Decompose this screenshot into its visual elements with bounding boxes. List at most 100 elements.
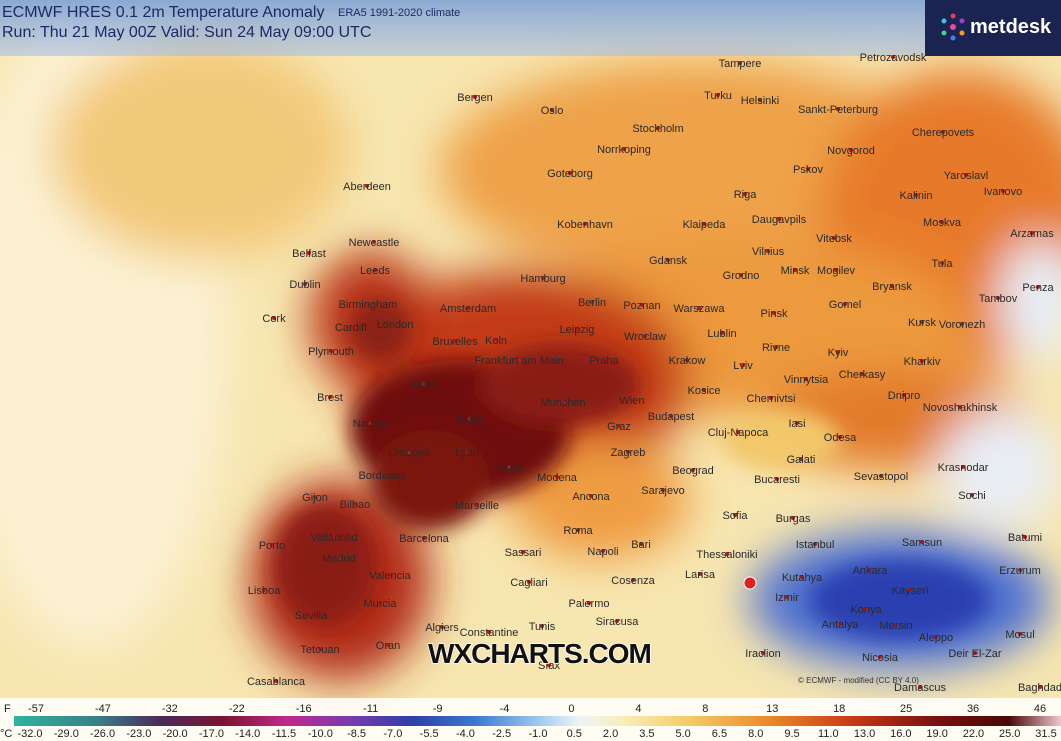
city-label: Plymouth [308,346,354,358]
city-dot [758,98,762,102]
city-dot [996,296,1000,300]
city-dot [589,494,593,498]
legend-c-label: 22.0 [963,728,984,740]
city-dot [666,258,670,262]
city-label: Petrozavodsk [860,52,927,64]
city-label: Poznan [623,300,660,312]
city-label: Bryansk [872,281,912,293]
city-dot [630,398,634,402]
city-dot [838,622,842,626]
city-dot [622,147,626,151]
legend-c-label: -23.0 [126,728,151,740]
city-label: Cluj-Napoca [708,427,769,439]
city-label: Bari [631,539,651,551]
legend-c-label: -4.0 [456,728,475,740]
city-label: Nicosia [862,652,899,664]
city-dot [970,493,974,497]
city-dot [934,635,938,639]
city-dot [698,572,702,576]
city-label: London [377,319,414,331]
city-label: Novgorod [827,145,875,157]
legend-c-label: -17.0 [199,728,224,740]
city-dot [795,421,799,425]
city-label: Penza [1022,282,1054,294]
legend-f-label: -9 [433,703,443,715]
city-label: Siracusa [596,616,640,628]
legend-f-label: 36 [967,703,979,715]
city-dot [466,306,470,310]
legend-c-label: 31.5 [1035,728,1056,740]
legend-f-label: -11 [363,703,378,715]
city-label: Yaroslavl [944,170,988,182]
city-dot [800,575,804,579]
city-dot [353,502,357,506]
city-label: Gomel [829,299,861,311]
legend-f-unit: F [4,703,11,715]
legend-c-label: 13.0 [854,728,875,740]
city-label: Odesa [824,432,857,444]
city-dot [736,430,740,434]
city-dot [639,542,643,546]
city-label: Moskva [923,217,962,229]
location-marker [743,576,757,590]
city-dot [813,542,817,546]
city-dot [661,488,665,492]
city-dot [349,325,353,329]
city-labels: Tampere Petrozavodsk Bergen Oslo Turku Helsin… [247,52,1061,694]
city-label: Samsun [902,537,942,549]
city-dot [804,377,808,381]
city-dot [836,350,840,354]
city-label: Sevastopol [854,471,908,483]
city-dot [332,535,336,539]
legend-f-label: 18 [833,703,845,715]
city-label: Leipzig [560,324,595,336]
city-dot [407,450,411,454]
header-run: Run: Thu 21 May 00Z Valid: Sun 24 May 09… [2,24,371,41]
city-dot [964,173,968,177]
legend-f-label: -16 [296,703,312,715]
city-dot [958,405,962,409]
city-dot [303,282,307,286]
city-label: Vitebsk [816,233,852,245]
city-dot [421,382,425,386]
legend-c-label: -7.0 [383,728,402,740]
city-label: Gdansk [649,255,687,267]
city-dot [902,393,906,397]
city-dot [769,396,773,400]
city-dot [799,457,803,461]
city-dot [1018,568,1022,572]
city-label: Brest [317,392,343,404]
city-label: Zagreb [611,447,646,459]
city-label: Iasi [788,418,805,430]
city-dot [1036,285,1040,289]
brand: metdesk [970,16,1052,38]
city-dot [1038,685,1042,689]
legend-c-label: 6.5 [712,728,727,740]
city-dot [834,268,838,272]
legend-c-label: 3.5 [639,728,654,740]
legend-c-label: -1.0 [529,728,548,740]
city-label: Cagliari [510,577,547,589]
city-dot [806,167,810,171]
city-label: Antalya [822,619,860,631]
city-dot [725,552,729,556]
city-dot [640,303,644,307]
city-dot [920,540,924,544]
city-label: Nantes [353,418,388,430]
city-dot [372,240,376,244]
city-dot [702,388,706,392]
city-label: Krasnodar [938,462,989,474]
city-label: Constantine [460,627,519,639]
legend-c-label: -10.0 [308,728,333,740]
city-label: Lviv [733,360,753,372]
city-label: Kobenhavn [557,219,613,231]
city-dot [878,655,882,659]
city-dot [920,359,924,363]
city-label: Madrid [322,553,356,565]
city-dot [868,568,872,572]
city-dot [422,536,426,540]
city-dot [832,236,836,240]
city-label: Daugavpils [752,214,807,226]
city-label: Tula [932,258,954,270]
city-dot [386,643,390,647]
